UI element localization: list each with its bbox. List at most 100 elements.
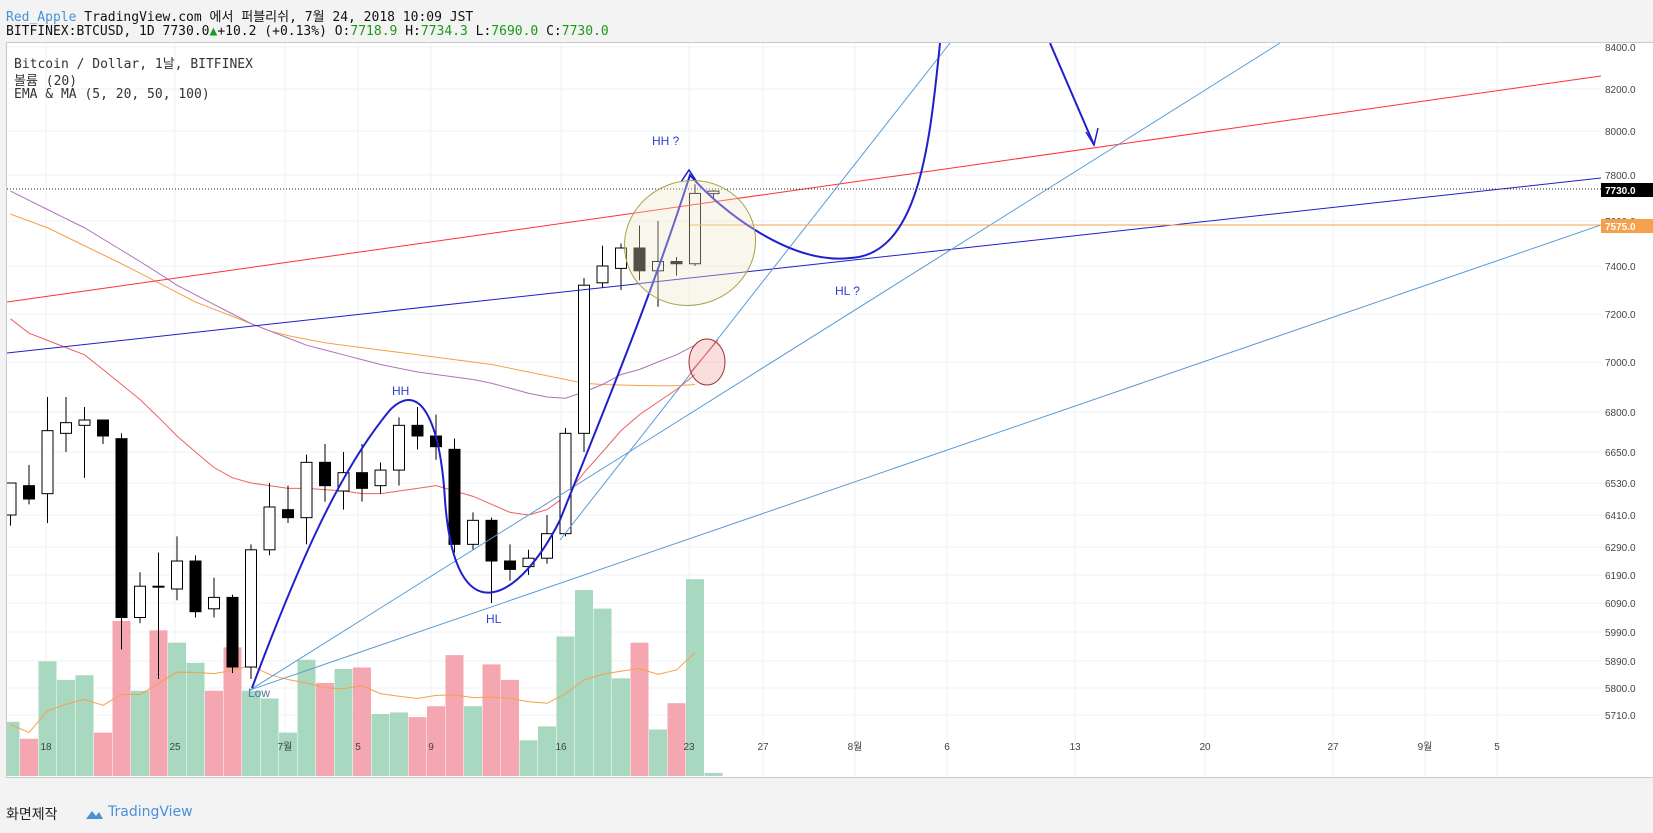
volume-bar bbox=[75, 675, 94, 776]
ma-20-red bbox=[10, 318, 696, 516]
price-tick-label: 5800.0 bbox=[1605, 684, 1636, 695]
date-tick-label: 27 bbox=[1327, 742, 1339, 753]
tradingview-cloud-icon bbox=[86, 811, 103, 819]
candle-body bbox=[78, 419, 91, 426]
price-axis[interactable] bbox=[1601, 42, 1653, 778]
volume-bar bbox=[371, 714, 390, 776]
price-tick-label: 8400.0 bbox=[1605, 43, 1636, 54]
volume-bar bbox=[667, 703, 686, 776]
volume-bar bbox=[445, 655, 464, 776]
trendline-red bbox=[7, 75, 1601, 303]
price-tick-label: 8000.0 bbox=[1605, 127, 1636, 138]
candle-body bbox=[467, 519, 479, 545]
trendline-lightblue-2 bbox=[249, 43, 1281, 691]
symbol-info: BITFINEX:BTCUSD, 1D 7730.0 bbox=[6, 24, 210, 39]
high-label: H: bbox=[405, 24, 421, 39]
annotation-low: Low bbox=[248, 686, 270, 700]
candle-body bbox=[208, 596, 220, 610]
price-tick-label: 6410.0 bbox=[1605, 511, 1636, 522]
price-tick-label: 7400.0 bbox=[1605, 262, 1636, 273]
date-tick-label: 6 bbox=[944, 742, 950, 753]
candle-body bbox=[578, 284, 590, 434]
volume-bar bbox=[260, 698, 279, 776]
price-tick-label: 6290.0 bbox=[1605, 543, 1636, 554]
candle-body bbox=[245, 549, 257, 668]
arrow-head-icon bbox=[680, 168, 698, 183]
date-tick-label: 9 bbox=[428, 742, 434, 753]
volume-bar bbox=[20, 738, 38, 776]
header-ohlc-line: BITFINEX:BTCUSD, 1D 7730.0▲+10.2 (+0.13%… bbox=[6, 24, 609, 39]
tradingview-link[interactable]: TradingView bbox=[108, 804, 193, 820]
volume-bar bbox=[223, 647, 242, 776]
candle-body bbox=[393, 424, 405, 471]
candle-body bbox=[319, 461, 331, 487]
candle-body bbox=[263, 506, 276, 551]
price-tick-label: 7000.0 bbox=[1605, 358, 1636, 369]
volume-bar bbox=[112, 621, 131, 776]
candle-body bbox=[189, 560, 202, 613]
date-tick-label: 13 bbox=[1069, 742, 1081, 753]
price-change: +10.2 (+0.13%) bbox=[217, 24, 327, 39]
candle-body bbox=[374, 469, 387, 487]
price-tick-label: 6090.0 bbox=[1605, 599, 1636, 610]
volume-bar bbox=[427, 706, 445, 776]
volume-bar bbox=[593, 608, 612, 776]
candle-body bbox=[448, 448, 461, 545]
projection-arrow-line bbox=[1049, 43, 1095, 146]
volume-bar bbox=[7, 721, 20, 776]
level-price-tag-label: 7575.0 bbox=[1605, 222, 1636, 233]
legend-volume: 볼륨 (20) bbox=[14, 74, 78, 89]
candle-body bbox=[171, 560, 183, 590]
volume-bar bbox=[38, 661, 57, 776]
date-tick-label: 18 bbox=[40, 742, 52, 753]
volume-bar bbox=[353, 667, 371, 776]
volume-bar bbox=[94, 732, 112, 776]
volume-bar bbox=[131, 690, 149, 776]
last-price-tag-label: 7730.0 bbox=[1605, 186, 1636, 197]
volume-bar bbox=[519, 740, 538, 776]
volume-bar bbox=[316, 683, 334, 776]
plot-layer bbox=[7, 43, 1601, 776]
candle-body bbox=[41, 430, 54, 495]
volume-bar bbox=[482, 664, 501, 776]
candle-body bbox=[689, 192, 701, 265]
price-tick-label: 5990.0 bbox=[1605, 628, 1636, 639]
price-tick-label: 5890.0 bbox=[1605, 657, 1636, 668]
volume-bar bbox=[612, 678, 630, 776]
last-price-tag bbox=[1601, 183, 1653, 197]
volume-bar bbox=[501, 679, 519, 776]
level-price-tag bbox=[1601, 219, 1653, 233]
candle-body bbox=[300, 461, 313, 519]
candle-body bbox=[633, 247, 646, 272]
candle-body bbox=[23, 485, 35, 500]
candle-body bbox=[541, 533, 553, 559]
candle-body bbox=[411, 424, 424, 437]
date-tick-label: 23 bbox=[683, 742, 695, 753]
candle-body bbox=[596, 265, 609, 284]
high-value: 7734.3 bbox=[420, 24, 468, 39]
ma-50-purple bbox=[10, 190, 696, 399]
annotation-hl-question: HL ? bbox=[835, 284, 860, 298]
close-label: C: bbox=[546, 24, 562, 39]
price-tick-label: 5710.0 bbox=[1605, 711, 1636, 722]
candle-body bbox=[226, 596, 239, 668]
volume-bar bbox=[390, 712, 408, 776]
volume-bar bbox=[168, 642, 186, 776]
legend-ma: EMA & MA (5, 20, 50, 100) bbox=[14, 87, 210, 102]
candle-body bbox=[282, 509, 294, 519]
candle-body bbox=[60, 422, 72, 434]
price-tick-label: 6650.0 bbox=[1605, 448, 1636, 459]
candle-body bbox=[356, 472, 368, 489]
ma-100-orange bbox=[10, 213, 696, 387]
chart-plot-area[interactable] bbox=[6, 42, 1603, 778]
trendline-lightblue-1 bbox=[249, 224, 1601, 691]
date-tick-label: 5 bbox=[355, 742, 361, 753]
date-tick-label: 8월 bbox=[848, 741, 863, 753]
trendline-lightblue-3 bbox=[559, 43, 951, 541]
price-tick-label: 6190.0 bbox=[1605, 571, 1636, 582]
author-username[interactable]: Red_Apple bbox=[6, 10, 77, 25]
volume-bar bbox=[408, 717, 427, 776]
volume-bar bbox=[186, 662, 205, 776]
date-tick-label: 20 bbox=[1199, 742, 1211, 753]
